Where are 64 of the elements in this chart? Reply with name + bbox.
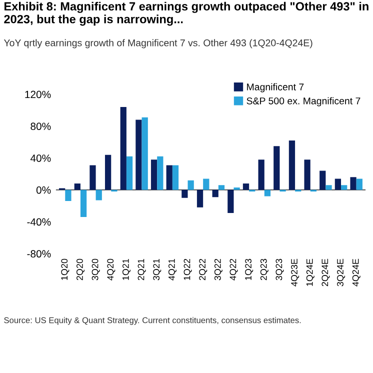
y-tick-label: 40% (30, 154, 51, 162)
chart-title: Exhibit 8: Magnificent 7 earnings growth outpaced "Other 493" in 2023, but the gap is narrowing... (4, 2, 368, 26)
bar (172, 165, 179, 190)
bar (104, 154, 112, 190)
bar (334, 178, 342, 190)
bar (196, 190, 204, 208)
x-tick-label: 4Q21 (168, 258, 176, 280)
bar (188, 180, 194, 190)
bar (142, 117, 148, 190)
x-tick-label: 3Q20 (92, 258, 100, 280)
y-tick-label: -40% (27, 218, 51, 226)
x-tick-label: 2Q23 (260, 258, 268, 280)
x-tick-label: 4Q20 (107, 258, 116, 280)
y-tick-label: 120% (25, 90, 51, 98)
bar (288, 140, 296, 190)
bar (136, 120, 142, 190)
bar (182, 190, 188, 198)
bar (242, 184, 250, 190)
bar (218, 185, 225, 190)
x-tick-label: 3Q21 (153, 258, 162, 280)
x-tick-label: 3Q24E (337, 258, 346, 286)
bar (150, 160, 158, 190)
y-tick-label: 0% (36, 186, 51, 194)
x-tick-label: 1Q24E (306, 258, 314, 286)
x-tick-label: 2Q20 (76, 258, 85, 280)
bar (326, 185, 332, 190)
chart-subtitle: YoY qrtly earnings growth of Magnificent 7 vs. Other 493 (1Q20-4Q24E) (4, 39, 312, 48)
bar (304, 160, 310, 190)
bar (274, 146, 280, 190)
x-tick-label: 4Q24E (352, 258, 360, 286)
x-tick-label: 1Q22 (184, 258, 192, 280)
x-tick-label: 2Q24E (322, 258, 330, 286)
x-tick-label: 1Q21 (122, 258, 130, 280)
bar (228, 190, 234, 213)
x-tick-label: 3Q23 (276, 258, 284, 280)
bar (65, 190, 72, 202)
bar (341, 185, 348, 190)
x-tick-label: 2Q21 (138, 258, 146, 280)
bar (166, 165, 172, 190)
x-tick-label: 4Q23E (291, 258, 300, 286)
bar (74, 184, 80, 190)
legend-label: Magnificent 7 (247, 83, 304, 92)
bar (80, 190, 87, 217)
legend-label: S&P 500 ex. Magnificent 7 (246, 97, 360, 106)
bar (258, 160, 264, 190)
bar (320, 170, 326, 190)
x-tick-label: 4Q22 (230, 258, 238, 280)
bar (126, 156, 133, 190)
bar (264, 190, 271, 196)
x-tick-label: 1Q23 (245, 258, 254, 280)
y-tick-label: -80% (27, 250, 51, 258)
y-tick-label: 80% (30, 122, 51, 130)
bar (120, 107, 126, 190)
bar (212, 190, 218, 198)
x-tick-label: 1Q20 (61, 258, 70, 280)
x-tick-label: 2Q22 (199, 258, 208, 280)
bar (350, 177, 356, 190)
bar (96, 190, 102, 200)
bar (157, 156, 164, 190)
x-tick-label: 3Q22 (214, 258, 222, 280)
source-note: Source: US Equity & Quant Strategy. Current constituents, consensus estimates. (4, 317, 301, 325)
bar (356, 178, 362, 190)
bar (203, 178, 210, 190)
bar (90, 165, 96, 190)
